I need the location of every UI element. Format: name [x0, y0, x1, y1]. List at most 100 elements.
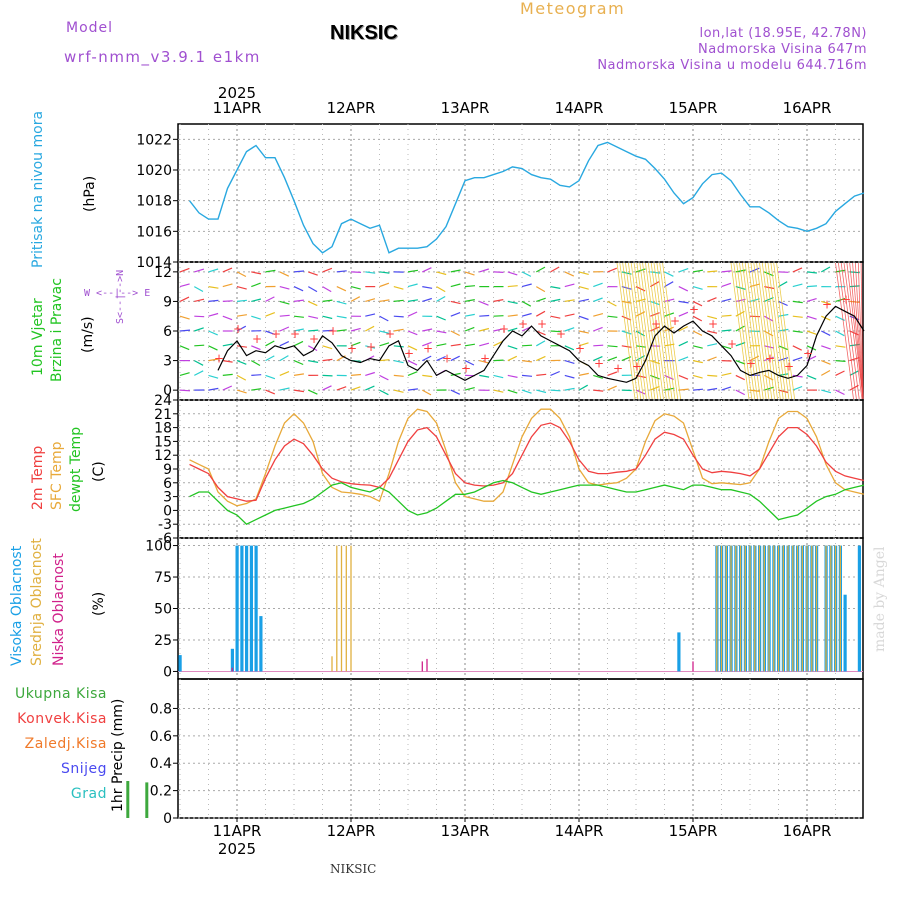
wind-arrow: [479, 327, 490, 332]
wind-arrow: [179, 329, 191, 332]
y-tick-label: 1018: [136, 194, 172, 210]
wind-arrow: [436, 271, 447, 276]
wind-hatch: [750, 262, 770, 400]
wind-arrow: [721, 298, 732, 302]
lonlat-label: lon,lat (18.95E, 42.78N): [699, 26, 867, 41]
wind-hatch: [616, 262, 636, 400]
wind-arrow: [251, 360, 261, 367]
wind-arrow: [521, 300, 532, 307]
wind-arrow: [308, 360, 319, 363]
wind-arrow: [721, 270, 732, 273]
wind-arrow: [208, 268, 219, 273]
y-tick-label: 0.8: [150, 701, 172, 717]
wind-arrow: [279, 286, 290, 290]
wind-arrow: [194, 298, 205, 302]
wind-arrow: [635, 345, 646, 348]
wind-arrow: [536, 340, 546, 347]
wind-arrow: [650, 385, 660, 391]
wind-arrow: [407, 345, 418, 351]
wind-hatch: [835, 262, 854, 400]
wind-hatch: [756, 262, 775, 400]
model-elevation-label: Nadmorska Visina u modelu 644.716m: [597, 58, 867, 73]
wind-arrow: [650, 281, 660, 288]
wind-hatch: [619, 262, 639, 400]
x-tick-label-top: 16APR: [783, 99, 832, 117]
wind-arrow: [678, 374, 689, 380]
wind-arrow: [692, 315, 703, 322]
model-label: Model: [66, 20, 114, 36]
model-name: wrf-nmm_v3.9.1 e1km: [64, 48, 261, 66]
wind-arrow: [536, 373, 547, 376]
wind-arrow: [593, 344, 604, 347]
wind-arrow: [778, 345, 788, 351]
wind-arrow: [194, 268, 205, 273]
wind-arrow: [464, 343, 475, 347]
gust-marker: +: [727, 337, 737, 351]
wind-arrow: [350, 327, 361, 332]
wind-arrow: [806, 345, 817, 351]
wind-arrow: [365, 325, 375, 332]
wind-arrow: [236, 286, 247, 290]
wind-hatch: [656, 262, 676, 400]
gust-marker: +: [461, 361, 471, 375]
wind-arrow: [806, 271, 817, 274]
wind-arrow: [493, 271, 504, 273]
wind-arrow: [365, 271, 376, 274]
wind-arrow: [365, 345, 376, 349]
wind-arrow: [308, 286, 318, 293]
gust-marker: +: [290, 327, 300, 341]
x-tick-label-bottom: 12APR: [327, 822, 376, 840]
x-tick-label-bottom: 14APR: [555, 822, 604, 840]
precip-total-bar: [145, 782, 149, 818]
wind-arrow: [578, 271, 589, 275]
wind-arrow: [507, 271, 518, 276]
wind-hatch: [843, 262, 863, 400]
wind-arrow: [194, 315, 205, 318]
wind-arrow: [493, 389, 504, 393]
wind-arrow: [692, 374, 703, 379]
wind-arrow: [792, 267, 803, 273]
wind-arrow: [194, 360, 204, 366]
wind-arrow: [265, 374, 276, 380]
wind-arrow: [379, 359, 390, 362]
temp-sfc-line: [189, 408, 865, 507]
wind-arrow: [493, 374, 504, 379]
wind-arrow: [692, 330, 703, 336]
wind-arrow: [265, 355, 275, 362]
wind-hatch: [636, 262, 656, 400]
wind-hatch: [625, 262, 644, 400]
wind-arrow: [721, 314, 732, 317]
wind-hatch: [647, 262, 667, 400]
wind-arrow: [764, 271, 774, 277]
x-tick-label-top: 15APR: [669, 99, 718, 117]
wind-arrow: [664, 387, 675, 391]
elevation-label: Nadmorska Visina 647m: [698, 42, 867, 57]
wind-hatch: [630, 262, 650, 400]
wind-arrow: [393, 374, 404, 377]
wind-arrow: [279, 355, 289, 362]
wind-arrow: [222, 343, 233, 347]
wind-arrow: [550, 315, 561, 319]
wind-arrow: [764, 286, 775, 290]
footer-station: NIKSIC: [330, 862, 377, 876]
wind-arrow: [479, 360, 490, 364]
wind-arrow: [721, 329, 732, 332]
wind-hatch: [840, 262, 860, 400]
wind-arrow: [379, 330, 390, 334]
wind-arrow: [821, 345, 831, 350]
gust-marker: +: [841, 292, 851, 306]
wind-arrow: [735, 286, 746, 290]
wind-arrow: [521, 312, 532, 317]
wind-arrow: [308, 329, 319, 332]
precip-legend-convective: Konvek.Kisa: [17, 711, 107, 727]
y-tick-label: 1014: [136, 255, 172, 271]
wind-arrow: [379, 342, 390, 347]
wind-arrow: [507, 345, 518, 350]
wind-hatch: [742, 262, 761, 400]
wind-arrow: [251, 298, 262, 302]
wind-hatch: [653, 262, 673, 400]
wind-arrow: [564, 327, 575, 332]
wind-arrow: [450, 355, 460, 362]
wind-arrow: [593, 313, 604, 317]
wind-hatch: [852, 262, 864, 400]
